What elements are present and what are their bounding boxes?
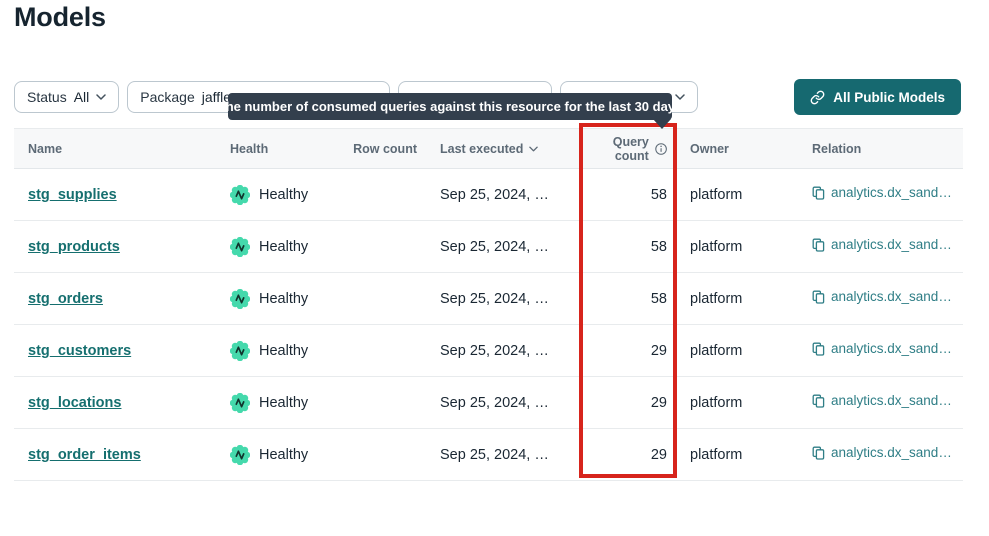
model-name-link[interactable]: stg_order_items: [28, 446, 141, 463]
query-count-value: 29: [650, 342, 667, 359]
row-count-value: [350, 325, 417, 377]
relation-label: analytics.dx_sand…: [831, 237, 952, 253]
all-public-models-button[interactable]: All Public Models: [794, 79, 961, 115]
copy-icon: [812, 446, 825, 460]
chevron-down-icon: [96, 94, 107, 100]
tooltip-arrow-icon: [653, 119, 671, 129]
query-count-value: 58: [650, 290, 667, 307]
column-header-relation: Relation: [812, 141, 862, 156]
relation-link[interactable]: analytics.dx_sand…: [812, 185, 952, 200]
relation-label: analytics.dx_sand…: [831, 393, 952, 409]
relation-label: analytics.dx_sand…: [831, 185, 952, 201]
sort-chevron-icon: [529, 146, 539, 151]
query-count-value: 29: [650, 394, 667, 411]
table-row: stg_products Healthy Sep 25, 2024, … 58 …: [14, 220, 963, 273]
copy-icon: [812, 238, 825, 252]
last-executed-value: Sep 25, 2024, …: [440, 342, 549, 359]
copy-icon: [812, 394, 825, 408]
health-badge-icon: [230, 444, 250, 465]
copy-icon: [812, 290, 825, 304]
table-row: stg_supplies Healthy Sep 25, 2024, … 58 …: [14, 168, 963, 221]
row-count-value: [350, 221, 417, 273]
last-executed-value: Sep 25, 2024, …: [440, 186, 549, 203]
column-header-last-executed[interactable]: Last executed: [417, 129, 585, 169]
model-name-link[interactable]: stg_orders: [28, 290, 103, 307]
column-header-owner: Owner: [690, 141, 729, 156]
health-badge-icon: [230, 392, 250, 413]
relation-link[interactable]: analytics.dx_sand…: [812, 289, 952, 304]
owner-value: platform: [690, 446, 743, 463]
health-badge-icon: [230, 184, 250, 205]
row-count-value: [350, 377, 417, 429]
health-badge-icon: [230, 340, 250, 361]
relation-label: analytics.dx_sand…: [831, 289, 952, 305]
column-header-query-count[interactable]: Query count: [585, 129, 675, 169]
package-filter-label: Package: [140, 89, 195, 105]
owner-value: platform: [690, 394, 743, 411]
owner-value: platform: [690, 186, 743, 203]
all-public-models-label: All Public Models: [833, 89, 945, 105]
relation-label: analytics.dx_sand…: [831, 341, 952, 357]
models-table: Name Health Row count Last executed Quer…: [14, 128, 963, 481]
query-count-value: 58: [650, 186, 667, 203]
table-row: stg_order_items Healthy Sep 25, 2024, … …: [14, 428, 963, 481]
status-filter-value: All: [73, 89, 90, 105]
model-name-link[interactable]: stg_supplies: [28, 186, 117, 203]
last-executed-value: Sep 25, 2024, …: [440, 238, 549, 255]
owner-value: platform: [690, 342, 743, 359]
relation-link[interactable]: analytics.dx_sand…: [812, 341, 952, 356]
last-executed-value: Sep 25, 2024, …: [440, 446, 549, 463]
model-name-link[interactable]: stg_customers: [28, 342, 132, 359]
health-status-label: Healthy: [259, 446, 309, 463]
column-header-health: Health: [230, 141, 269, 156]
column-header-name: Name: [28, 141, 63, 156]
health-status-label: Healthy: [259, 394, 309, 411]
copy-icon: [812, 186, 825, 200]
model-name-link[interactable]: stg_locations: [28, 394, 122, 411]
query-count-value: 58: [650, 238, 667, 255]
health-status-label: Healthy: [259, 238, 309, 255]
relation-label: analytics.dx_sand…: [831, 445, 952, 461]
query-count-value: 29: [650, 446, 667, 463]
table-row: stg_orders Healthy Sep 25, 2024, … 58 pl…: [14, 272, 963, 325]
status-filter-label: Status: [27, 89, 67, 105]
column-header-row-count: Row count: [353, 141, 417, 156]
last-executed-value: Sep 25, 2024, …: [440, 394, 549, 411]
page-title: Models: [14, 2, 106, 32]
owner-value: platform: [690, 238, 743, 255]
model-name-link[interactable]: stg_products: [28, 238, 120, 255]
table-header-row: Name Health Row count Last executed Quer…: [14, 128, 963, 169]
models-table-body: stg_supplies Healthy Sep 25, 2024, … 58 …: [14, 168, 963, 481]
health-status-label: Healthy: [259, 186, 309, 203]
query-count-tooltip: The number of consumed queries against t…: [218, 93, 682, 129]
tooltip-text: The number of consumed queries against t…: [217, 99, 683, 114]
relation-link[interactable]: analytics.dx_sand…: [812, 237, 952, 252]
health-badge-icon: [230, 288, 250, 309]
table-row: stg_customers Healthy Sep 25, 2024, … 29…: [14, 324, 963, 377]
relation-link[interactable]: analytics.dx_sand…: [812, 445, 952, 460]
row-count-value: [350, 273, 417, 325]
link-icon: [810, 90, 825, 105]
health-status-label: Healthy: [259, 290, 309, 307]
status-filter[interactable]: Status All: [14, 81, 120, 113]
row-count-value: [350, 429, 417, 481]
owner-value: platform: [690, 290, 743, 307]
last-executed-value: Sep 25, 2024, …: [440, 290, 549, 307]
info-icon[interactable]: [655, 142, 667, 156]
row-count-value: [350, 169, 417, 221]
relation-link[interactable]: analytics.dx_sand…: [812, 393, 952, 408]
copy-icon: [812, 342, 825, 356]
health-badge-icon: [230, 236, 250, 257]
table-row: stg_locations Healthy Sep 25, 2024, … 29…: [14, 376, 963, 429]
health-status-label: Healthy: [259, 342, 309, 359]
chevron-down-icon: [675, 94, 686, 100]
